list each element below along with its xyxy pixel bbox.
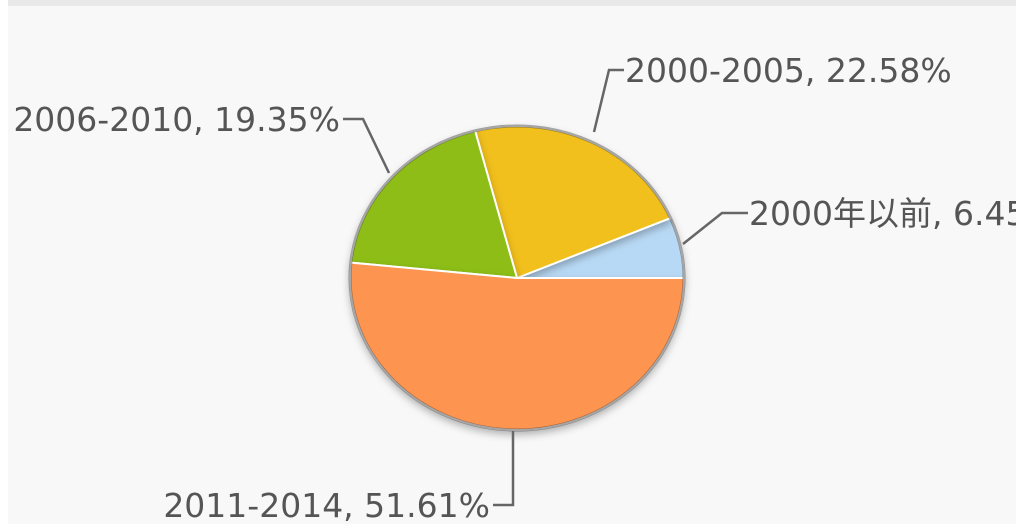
pie-slice-3 [349, 129, 519, 280]
pie-slice-2 [473, 124, 672, 280]
leader-line-2000-2005 [592, 68, 624, 133]
pie-slice-rim-1 [669, 217, 686, 279]
leader-line-2000-before [682, 211, 748, 245]
leader-line-2011-2014 [493, 431, 515, 507]
top-border [0, 0, 1016, 6]
pie-slice-rim-3 [349, 129, 476, 263]
leader-line-2006-2010 [343, 117, 391, 174]
data-label-2000-before: 2000年以前, 6.45% [749, 194, 1016, 233]
left-border [0, 0, 8, 524]
data-label-2000-2005: 2000-2005, 22.58% [625, 51, 952, 90]
pie-slice-4 [349, 261, 686, 431]
pie-rims [348, 124, 686, 432]
data-label-2011-2014: 2011-2014, 51.61% [163, 486, 490, 524]
leader-lines [343, 68, 748, 507]
data-label-2006-2010: 2006-2010, 19.35% [13, 100, 340, 139]
pie-slice-rim-2 [474, 124, 672, 219]
pie-slice-rim-4 [348, 262, 686, 432]
pie-slices [349, 124, 686, 431]
data-labels: 2000年以前, 6.45% 2000-2005, 22.58% 2006-20… [13, 51, 1016, 524]
